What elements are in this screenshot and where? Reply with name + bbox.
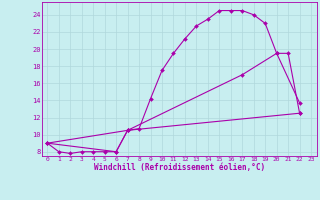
X-axis label: Windchill (Refroidissement éolien,°C): Windchill (Refroidissement éolien,°C) xyxy=(94,163,265,172)
